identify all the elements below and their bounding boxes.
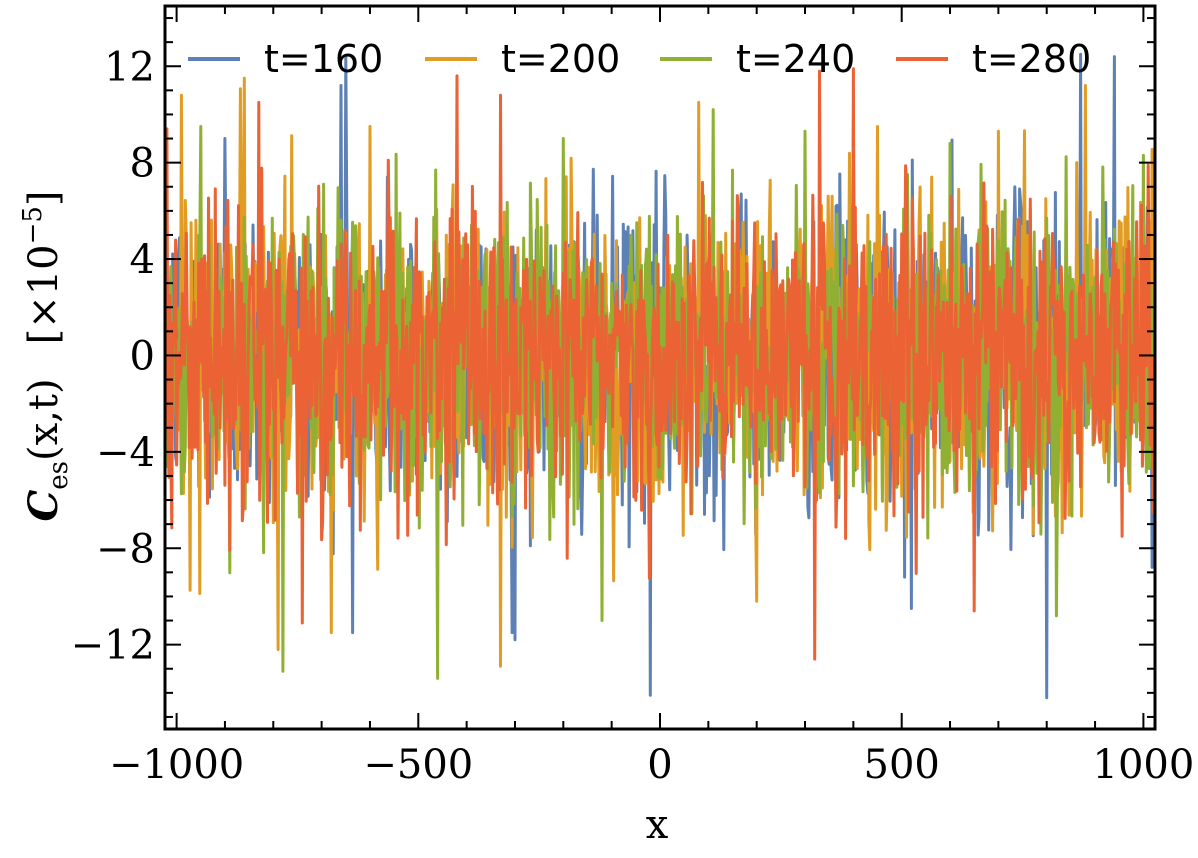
axes-layer: −1000 −500 0 500 1000 −12 −8 −4 0 4 8 12 bbox=[71, 4, 1195, 788]
x-axis-title: x bbox=[646, 802, 669, 848]
legend-item-t=240: t=240 bbox=[660, 37, 855, 81]
y-axis-multiplier: [×10 bbox=[21, 244, 67, 344]
legend-item-t=280: t=280 bbox=[896, 37, 1091, 81]
series-layer bbox=[165, 52, 1155, 700]
x-tick-label: 0 bbox=[647, 742, 672, 788]
legend-item-t=200: t=200 bbox=[425, 37, 620, 81]
legend-label: t=280 bbox=[972, 37, 1091, 81]
y-axis-subscript: es bbox=[44, 461, 74, 490]
y-axis-multiplier-exponent: −5 bbox=[18, 206, 48, 244]
y-axis-args: (x,t) bbox=[21, 378, 67, 461]
y-tick-label: −12 bbox=[71, 623, 155, 669]
y-axis-title: Ces(x,t) [×10−5] bbox=[18, 190, 74, 521]
x-tick-label: 1000 bbox=[1093, 742, 1195, 788]
x-tick-label: −500 bbox=[363, 742, 473, 788]
y-tick-label: −4 bbox=[96, 430, 155, 476]
series-line-t=280 bbox=[165, 67, 1155, 661]
legend-label: t=160 bbox=[264, 37, 383, 81]
y-tick-label: 0 bbox=[130, 333, 155, 379]
legend-label: t=240 bbox=[736, 37, 855, 81]
x-tick-label: 500 bbox=[864, 742, 940, 788]
x-tick-label: −1000 bbox=[109, 742, 244, 788]
y-tick-label: 8 bbox=[130, 141, 155, 187]
svg-text:Ces(x,t)[×10−5]: Ces(x,t) [×10−5] bbox=[18, 190, 74, 521]
legend: t=160 t=200 t=240 t=280 bbox=[188, 37, 1091, 81]
legend-item-t=160: t=160 bbox=[188, 37, 383, 81]
y-tick-label: 4 bbox=[130, 237, 155, 283]
y-axis-multiplier-close: ] bbox=[21, 190, 67, 206]
y-tick-label: 12 bbox=[104, 44, 155, 90]
y-axis-symbol: C bbox=[20, 490, 67, 522]
axis-titles: x Ces(x,t) [×10−5] bbox=[18, 190, 669, 848]
legend-label: t=200 bbox=[501, 37, 620, 81]
y-tick-label: −8 bbox=[96, 526, 155, 572]
